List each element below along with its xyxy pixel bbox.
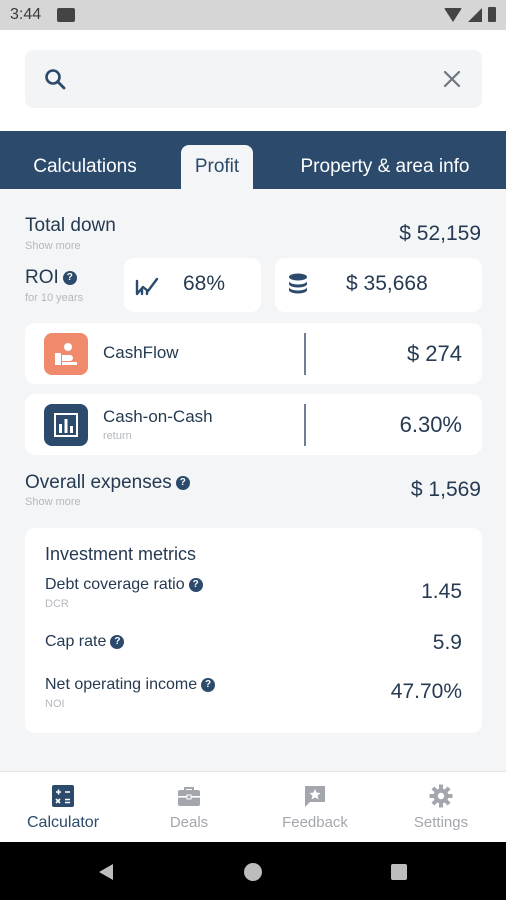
status-time: 3:44 <box>10 6 42 23</box>
tab-property-area-info[interactable]: Property & area info <box>300 156 470 177</box>
signal-icon <box>468 7 482 22</box>
metric-noi-label: Net operating income <box>45 676 198 693</box>
help-icon[interactable]: ? <box>188 577 203 592</box>
bottom-nav: Calculator Deals Feedback <box>0 771 506 842</box>
battery-icon <box>488 7 496 22</box>
status-indicators <box>444 7 496 22</box>
roi-amount: $ 35,668 <box>346 272 428 295</box>
overall-expenses-row: Overall expenses? <box>25 472 190 494</box>
help-icon[interactable]: ? <box>201 677 216 692</box>
coins-icon <box>289 273 307 294</box>
metric-dcr-value: 1.45 <box>421 580 462 603</box>
metric-noi-sub: NOI <box>45 698 65 710</box>
cashflow-label: CashFlow <box>103 343 179 362</box>
cashflow-icon <box>44 333 88 375</box>
help-icon[interactable]: ? <box>62 270 77 285</box>
tab-profit[interactable]: Profit <box>181 145 253 189</box>
home-icon[interactable] <box>243 862 263 882</box>
close-icon[interactable] <box>440 67 464 91</box>
divider <box>304 404 306 446</box>
status-bar: 3:44 <box>0 0 506 30</box>
help-icon[interactable]: ? <box>175 475 190 490</box>
roi-label: ROI <box>25 267 59 288</box>
calculator-icon <box>52 785 74 807</box>
total-down-value: $ 52,159 <box>399 222 481 245</box>
nav-calculator-label: Calculator <box>26 814 100 831</box>
recents-icon[interactable] <box>390 863 408 881</box>
roi-percent-card: 68% <box>124 258 261 312</box>
cash-on-cash-value: 6.30% <box>399 412 462 437</box>
metric-noi-row: Net operating income? <box>45 676 216 694</box>
chart-trend-icon <box>135 277 159 296</box>
help-icon[interactable]: ? <box>110 634 125 649</box>
tab-bar: Calculations Profit Property & area info <box>0 131 506 189</box>
metric-dcr-row: Debt coverage ratio? <box>45 576 203 594</box>
feedback-icon <box>305 786 325 807</box>
back-icon[interactable] <box>96 862 116 882</box>
metric-dcr-label: Debt coverage ratio <box>45 576 185 593</box>
metric-noi-value: 47.70% <box>390 680 462 703</box>
gear-icon <box>429 784 453 808</box>
briefcase-icon <box>178 787 200 806</box>
cash-on-cash-sub: return <box>103 430 132 442</box>
tab-calculations[interactable]: Calculations <box>33 156 137 177</box>
investment-metrics-title: Investment metrics <box>45 544 197 564</box>
cash-on-cash-label: Cash-on-Cash <box>103 407 213 426</box>
roi-label-row: ROI? <box>25 267 77 289</box>
overall-expenses-show-more[interactable]: Show more <box>25 496 81 508</box>
overall-expenses-label: Overall expenses <box>25 472 172 493</box>
total-down-label: Total down <box>25 215 116 236</box>
cash-on-cash-card[interactable]: Cash-on-Cash return 6.30% <box>25 394 482 455</box>
investment-metrics-card: Investment metrics Debt coverage ratio? … <box>25 528 482 733</box>
overall-expenses-value: $ 1,569 <box>410 478 481 501</box>
cashflow-card[interactable]: CashFlow $ 274 <box>25 323 482 384</box>
metric-cap-rate-value: 5.9 <box>432 631 462 654</box>
nav-deals[interactable]: Deals <box>126 772 252 843</box>
bar-chart-icon <box>44 404 88 446</box>
total-down-show-more[interactable]: Show more <box>25 240 81 252</box>
cashflow-value: $ 274 <box>406 341 462 366</box>
search-input[interactable] <box>25 50 482 108</box>
system-nav-bar <box>0 842 506 900</box>
nav-settings[interactable]: Settings <box>378 772 504 843</box>
nav-settings-label: Settings <box>413 814 469 831</box>
nav-calculator[interactable]: Calculator <box>0 772 126 843</box>
metric-cap-rate-label: Cap rate <box>45 633 107 650</box>
metric-cap-rate-row: Cap rate? <box>45 633 125 651</box>
nav-feedback-label: Feedback <box>282 814 348 831</box>
nav-feedback[interactable]: Feedback <box>252 772 378 843</box>
search-icon[interactable] <box>43 67 67 91</box>
divider <box>304 333 306 375</box>
roi-amount-card: $ 35,668 <box>275 258 482 312</box>
roi-percent: 68% <box>183 272 226 295</box>
metric-dcr-sub: DCR <box>45 598 69 610</box>
wifi-icon <box>444 7 462 22</box>
nav-deals-label: Deals <box>169 814 209 831</box>
roi-sub: for 10 years <box>25 292 84 304</box>
search-area <box>0 30 506 131</box>
notification-icon <box>57 8 75 22</box>
